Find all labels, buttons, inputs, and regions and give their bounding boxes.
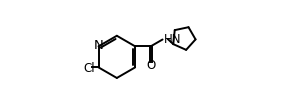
- Text: O: O: [146, 59, 155, 72]
- Text: Cl: Cl: [83, 61, 94, 74]
- Text: HN: HN: [164, 33, 181, 45]
- Text: N: N: [94, 39, 103, 52]
